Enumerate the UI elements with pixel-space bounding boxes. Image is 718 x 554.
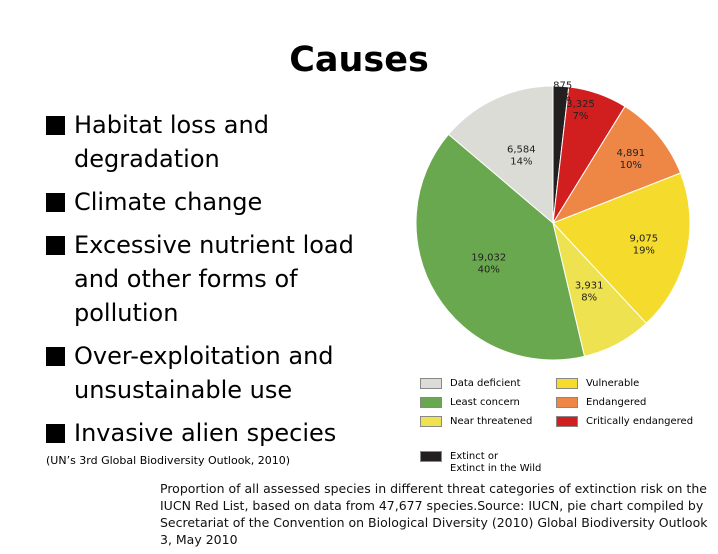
legend-label: Vulnerable <box>586 378 640 389</box>
cause-item-habitat: Habitat loss and degradation <box>46 108 376 176</box>
legend-swatch <box>556 378 578 389</box>
legend-label: Data deficient <box>450 378 521 389</box>
pie-slice-least-concern <box>415 133 586 361</box>
bullet-square-icon <box>46 424 65 443</box>
slice-percent-label: 19% <box>633 246 655 257</box>
legend-swatch <box>420 451 442 462</box>
cause-item-climate: Climate change <box>46 185 376 219</box>
slice-percent-label: 10% <box>620 160 642 171</box>
cause-text: Excessive nutrient load and other forms … <box>74 231 354 327</box>
chart-caption: Proportion of all assessed species in di… <box>160 481 708 547</box>
legend-label: Least concern <box>450 397 520 408</box>
cause-item-overexploitation: Over-exploitation and unsustainable use <box>46 339 376 407</box>
slice-value-label: 19,032 <box>471 252 506 263</box>
cause-text: Habitat loss and degradation <box>74 111 269 173</box>
pie-slice-endangered <box>551 105 682 225</box>
slice-percent-label: 8% <box>581 293 597 304</box>
bullet-square-icon <box>46 116 65 135</box>
cause-item-pollution: Excessive nutrient load and other forms … <box>46 228 376 330</box>
legend-swatch <box>556 416 578 427</box>
slice-value-label: 875 <box>553 80 572 91</box>
pie-slice-data-deficient <box>447 85 554 225</box>
slide-title: Causes <box>289 40 429 80</box>
slice-value-label: 9,075 <box>630 234 659 245</box>
slice-percent-label: 2% <box>555 92 571 103</box>
cause-list: Habitat loss and degradation Climate cha… <box>46 108 376 459</box>
legend-swatch <box>420 397 442 408</box>
legend-label: Endangered <box>586 397 647 408</box>
slice-value-label: 3,325 <box>566 99 595 110</box>
slice-percent-label: 7% <box>573 111 589 122</box>
pie-slice-vulnerable <box>552 172 691 325</box>
chart-legend: Data deficient Least concern Near threaten… <box>420 378 710 478</box>
cause-text: Climate change <box>74 188 263 216</box>
bullet-source: (UN’s 3rd Global Biodiversity Outlook, 2… <box>46 454 291 467</box>
legend-label: Near threatened <box>450 416 533 427</box>
slice-value-label: 4,891 <box>617 148 646 159</box>
bullet-square-icon <box>46 193 65 212</box>
legend-label: Critically endangered <box>586 416 694 427</box>
legend-swatch <box>420 378 442 389</box>
bullet-square-icon <box>46 347 65 366</box>
legend-swatch <box>420 416 442 427</box>
slice-value-label: 3,931 <box>575 281 604 292</box>
slice-value-label: 6,584 <box>507 145 536 156</box>
slice-percent-label: 14% <box>510 157 532 168</box>
legend-swatch <box>556 397 578 408</box>
slice-percent-label: 40% <box>478 264 500 275</box>
cause-text: Over-exploitation and unsustainable use <box>74 342 334 404</box>
bullet-square-icon <box>46 236 65 255</box>
cause-item-invasive: Invasive alien species <box>46 416 376 450</box>
cause-text: Invasive alien species <box>74 419 337 447</box>
legend-label: Extinct or Extinct in the Wild <box>450 451 542 474</box>
